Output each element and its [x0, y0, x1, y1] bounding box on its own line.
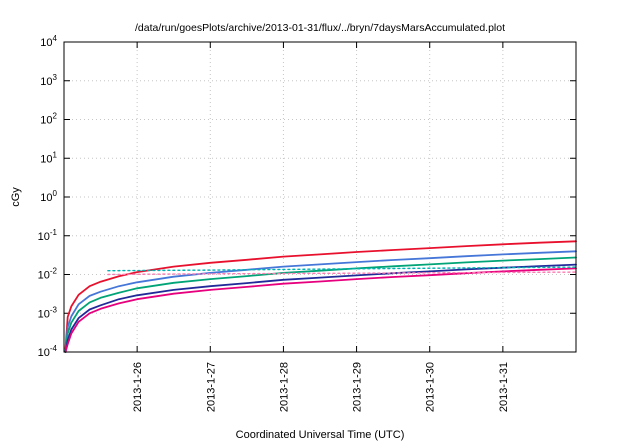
x-tick-label: 2013-1-27: [205, 362, 217, 412]
y-tick-label: 102: [40, 112, 57, 127]
x-tick-label: 2013-1-31: [498, 362, 510, 412]
y-tick-label: 10-4: [38, 344, 58, 359]
x-tick-label: 2013-1-29: [352, 362, 364, 412]
y-tick-label: 10-2: [38, 267, 58, 282]
plot-border: [63, 41, 577, 353]
x-tick-label: 2013-1-28: [278, 362, 290, 412]
series-magenta: [64, 267, 577, 353]
y-tick-label: 10-3: [38, 305, 58, 320]
y-tick-label: 101: [40, 150, 57, 165]
series-pink-dotted: [107, 271, 577, 276]
x-tick-label: 2013-1-30: [425, 362, 437, 412]
series-skyblue: [64, 250, 577, 353]
series-cyan-dotted: [107, 266, 577, 272]
series-red: [64, 240, 577, 350]
y-tick-label: 100: [40, 189, 57, 204]
y-tick-label: 103: [40, 73, 57, 88]
x-axis-label: Coordinated Universal Time (UTC): [235, 429, 405, 441]
x-tick-label: 2013-1-26: [132, 362, 144, 412]
series-green: [64, 256, 577, 353]
y-tick-label: 104: [40, 34, 57, 49]
y-tick-label: 10-1: [38, 228, 58, 243]
series-navy: [64, 263, 577, 353]
chart-title: /data/run/goesPlots/archive/2013-01-31/f…: [134, 22, 506, 34]
